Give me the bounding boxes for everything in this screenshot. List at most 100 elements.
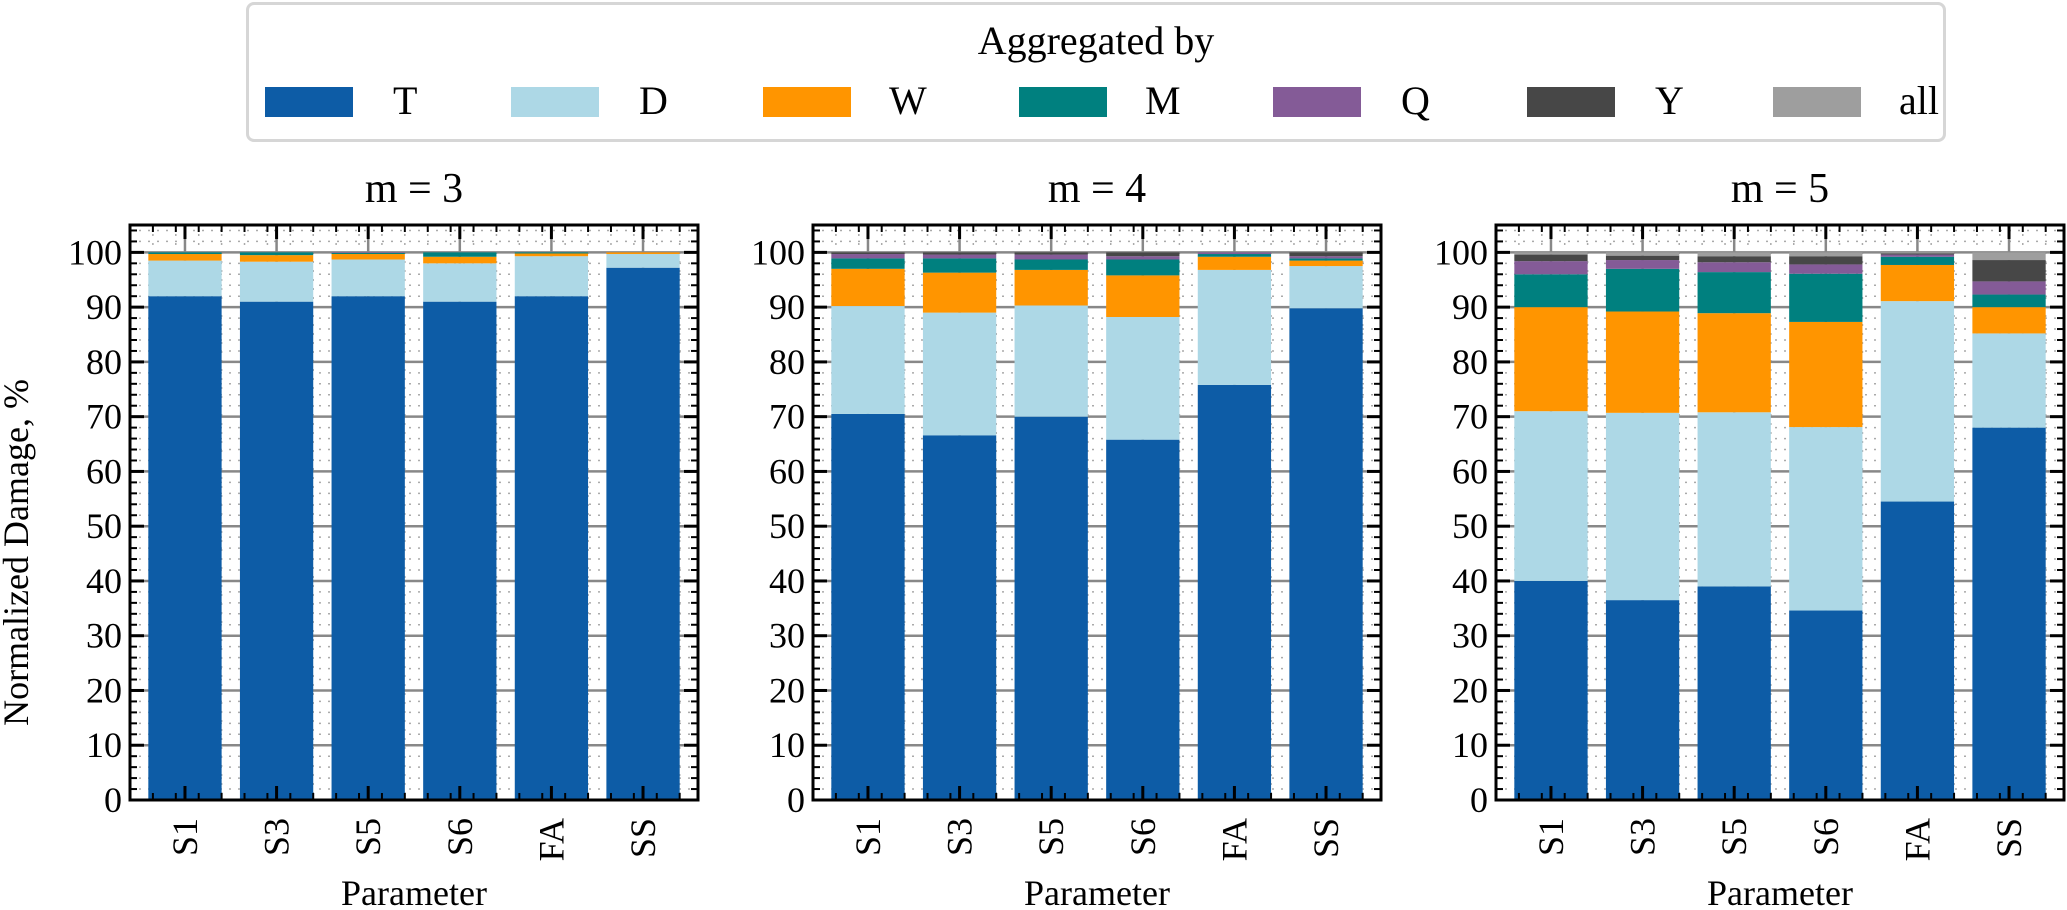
bar-segment-s6-d (423, 263, 497, 302)
bar-segment-fa-t (1880, 501, 1955, 800)
bar-segment-fa-d (1197, 269, 1272, 385)
x-tick-label: SS (1989, 818, 2029, 858)
x-tick-label: S1 (165, 818, 205, 856)
bar-segment-s5-w (1014, 269, 1088, 306)
legend-swatch (1273, 87, 1361, 117)
bar-segment-s5-m (1014, 259, 1088, 270)
x-tick-label: FA (1897, 818, 1937, 861)
x-tick-label: S1 (1531, 818, 1571, 856)
bar-segment-s6-w (1106, 275, 1180, 317)
bar-segment-s6-q (1789, 264, 1863, 274)
bar-segment-fa-m (1197, 254, 1272, 257)
bar-segment-s6-d (1789, 427, 1863, 611)
y-tick-label: 0 (787, 780, 805, 820)
legend-label: M (1145, 78, 1181, 123)
bar-segment-s1-all (1514, 252, 1588, 255)
bar-segment-s5-d (1014, 305, 1088, 417)
x-tick-label: S5 (1714, 818, 1754, 856)
bar-segment-s5-y (1697, 256, 1771, 263)
legend-label: Q (1401, 78, 1430, 123)
bar-segment-fa-t (514, 296, 589, 800)
legend-swatch (265, 87, 353, 117)
bar-segment-fa-m (514, 252, 589, 254)
bar-segment-s1-t (831, 413, 905, 800)
bar-segment-s5-d (1697, 412, 1771, 587)
y-tick-label: 20 (86, 670, 122, 710)
bar-segment-ss-y (1972, 260, 2046, 282)
legend-swatch (1527, 87, 1615, 117)
y-tick-label: 60 (769, 451, 805, 491)
x-tick-label: S6 (1806, 818, 1846, 856)
bar-segment-s3-t (239, 301, 314, 800)
bar-segment-ss-t (1972, 427, 2046, 800)
y-tick-label: 60 (1452, 451, 1488, 491)
x-tick-label: S1 (848, 818, 888, 856)
legend-label: all (1899, 78, 1939, 123)
bar-segment-s6-all (1789, 252, 1863, 257)
bar-segment-s3-w (1605, 311, 1680, 413)
bar-segment-s6-q (1106, 256, 1180, 260)
legend-label: D (639, 78, 668, 123)
bar-segment-ss-w (1289, 260, 1363, 267)
y-tick-label: 30 (86, 616, 122, 656)
bar-segment-s3-q (922, 254, 997, 259)
bar-segment-s5-t (1697, 586, 1771, 800)
y-tick-label: 70 (769, 397, 805, 437)
bar-segment-s3-y (1605, 255, 1680, 261)
panel-title: m = 4 (1048, 166, 1146, 212)
legend-swatch (1019, 87, 1107, 117)
y-tick-label: 40 (1452, 561, 1488, 601)
y-tick-label: 40 (769, 561, 805, 601)
bar-segment-s3-t (1605, 600, 1680, 800)
plot-area (130, 225, 698, 800)
panel-1: 0 10 20 30 40 50 60 70 80 90 100 S1 S3 S5 S6 FA SS m = 3 P… (0, 166, 700, 910)
y-tick-label: 90 (769, 287, 805, 327)
bar-segment-s6-d (1106, 317, 1180, 440)
legend-title: Aggregated by (977, 18, 1215, 63)
bar-segment-fa-q (1880, 254, 1955, 257)
bar-segment-ss-m (1972, 294, 2046, 308)
y-tick-label: 100 (1434, 232, 1488, 272)
bar-segment-s1-d (831, 306, 905, 414)
axes-frame (128, 223, 700, 802)
bar-segment-ss-all (1972, 252, 2046, 261)
bar-segment-s3-d (239, 261, 314, 302)
legend-label: W (889, 78, 927, 123)
bar-segment-s1-m (831, 258, 905, 269)
legend-swatch (511, 87, 599, 117)
bar-segment-fa-m (1880, 256, 1955, 265)
bar-segment-s5-t (331, 296, 405, 800)
bar-segment-s1-w (1514, 307, 1588, 412)
bar-segment-s6-w (423, 256, 497, 264)
bar-segment-s3-y (922, 252, 997, 255)
bar-segment-s6-y (1106, 252, 1180, 257)
bar-segment-s3-all (1605, 252, 1680, 256)
bar-segment-s1-m (148, 252, 222, 255)
x-tick-label: FA (1214, 818, 1254, 861)
bar-segment-s1-y (1514, 254, 1588, 262)
bar-segment-s1-q (831, 254, 905, 259)
bar-segment-s6-y (1789, 256, 1863, 265)
bar-segment-s5-w (331, 254, 405, 260)
bar-segment-fa-y (1880, 253, 1955, 255)
plot-area (813, 225, 1381, 800)
bar-segment-s6-w (1789, 321, 1863, 428)
bar-segment-fa-t (1197, 384, 1272, 800)
y-tick-label: 80 (1452, 342, 1488, 382)
x-tick-label: S3 (257, 818, 297, 856)
bar-segment-s1-y (831, 252, 905, 255)
bar-segment-fa-w (514, 253, 589, 257)
x-axis-label: Parameter (1024, 873, 1170, 910)
y-tick-label: 50 (1452, 506, 1488, 546)
panel-title: m = 3 (365, 166, 463, 212)
bar-segment-s3-m (239, 252, 314, 256)
y-tick-label: 90 (86, 287, 122, 327)
bar-segment-s3-w (922, 272, 997, 313)
plot-area (1496, 225, 2064, 800)
bar-segment-ss-m (1289, 258, 1363, 261)
y-tick-label: 30 (1452, 616, 1488, 656)
y-tick-label: 10 (1452, 725, 1488, 765)
bar-segment-fa-w (1197, 256, 1272, 270)
